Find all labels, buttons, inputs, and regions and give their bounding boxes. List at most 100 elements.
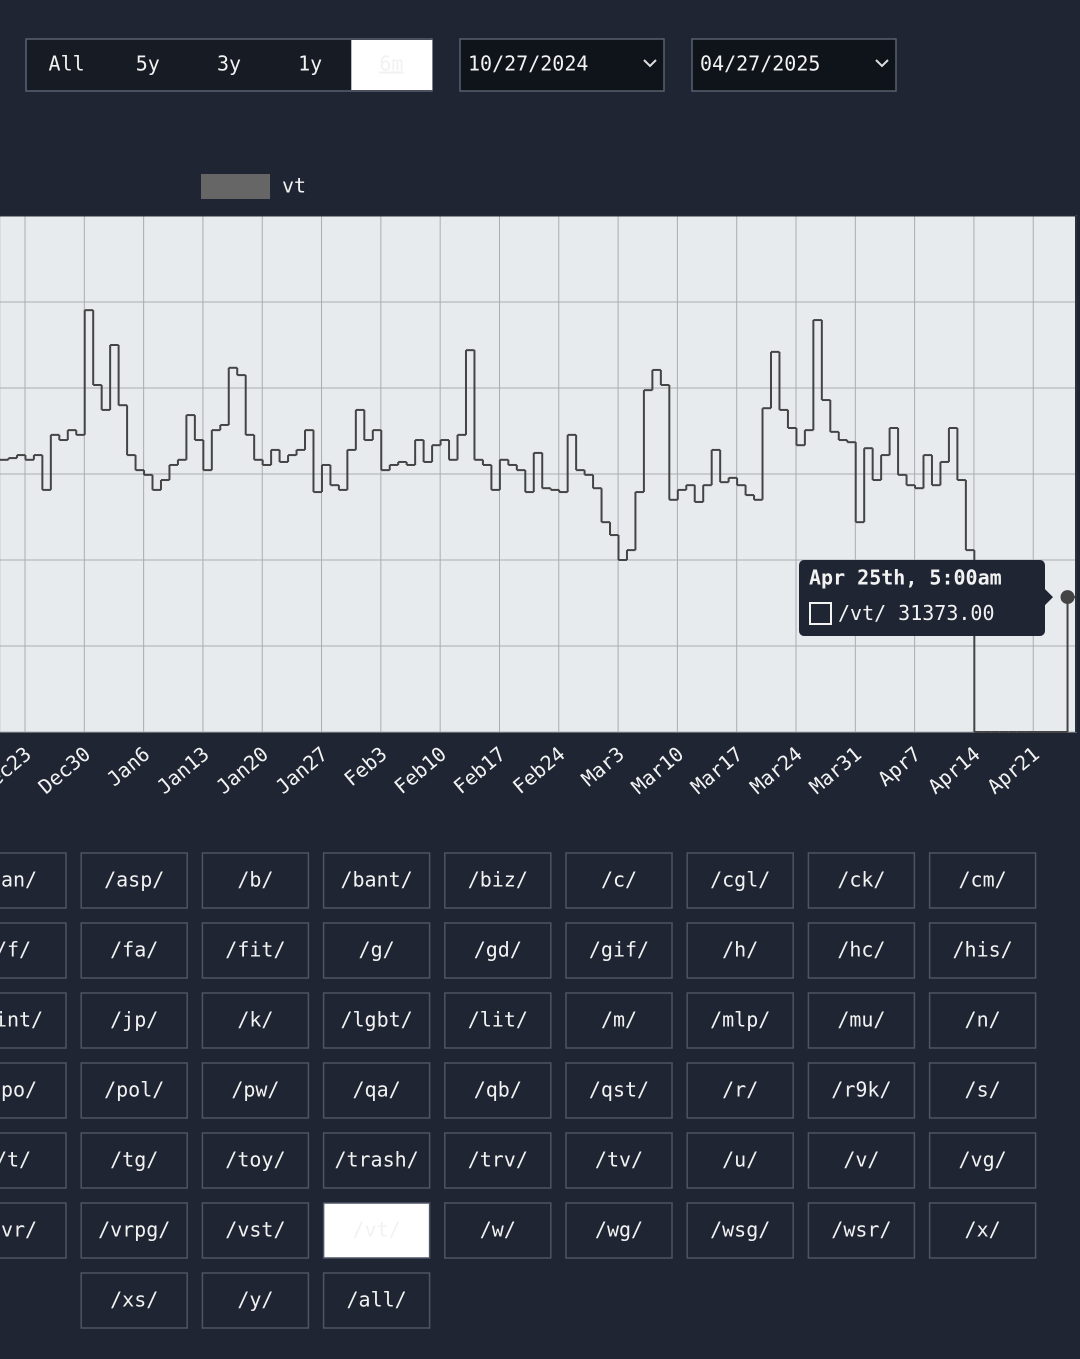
board-button[interactable] bbox=[807, 852, 916, 909]
board-label[interactable]: /wsr/ bbox=[831, 1218, 891, 1242]
board-button[interactable] bbox=[565, 922, 673, 979]
board-label[interactable]: /k/ bbox=[237, 1008, 273, 1032]
range-button[interactable]: 6m bbox=[379, 52, 403, 76]
board-label[interactable]: /hc/ bbox=[837, 938, 885, 962]
board-label[interactable]: /mu/ bbox=[837, 1008, 885, 1032]
board-label[interactable]: /int/ bbox=[0, 1008, 43, 1032]
board-label[interactable]: /s/ bbox=[965, 1078, 1001, 1102]
board-label[interactable]: /qb/ bbox=[474, 1078, 522, 1102]
board-button[interactable] bbox=[80, 992, 188, 1049]
board-button[interactable] bbox=[686, 992, 794, 1049]
board-button[interactable] bbox=[201, 1272, 310, 1329]
board-button[interactable] bbox=[686, 1202, 794, 1259]
board-label[interactable]: /jp/ bbox=[110, 1008, 158, 1032]
board-button[interactable] bbox=[322, 1132, 431, 1189]
board-label[interactable]: /vr/ bbox=[0, 1218, 37, 1242]
board-label[interactable]: /vst/ bbox=[225, 1218, 285, 1242]
board-label[interactable]: /fit/ bbox=[225, 938, 285, 962]
board-label[interactable]: /mlp/ bbox=[710, 1008, 770, 1032]
board-label[interactable]: /xs/ bbox=[110, 1288, 158, 1312]
board-button[interactable] bbox=[928, 1062, 1037, 1119]
board-label[interactable]: /pw/ bbox=[231, 1078, 279, 1102]
board-button[interactable] bbox=[686, 922, 794, 979]
board-label[interactable]: /vrpg/ bbox=[98, 1218, 170, 1242]
board-label[interactable]: /tg/ bbox=[110, 1148, 158, 1172]
board-label[interactable]: /vt/ bbox=[353, 1218, 401, 1242]
board-button[interactable] bbox=[444, 1132, 552, 1189]
board-button[interactable] bbox=[322, 1062, 431, 1119]
board-button[interactable] bbox=[807, 1202, 916, 1259]
board-label[interactable]: /qa/ bbox=[353, 1078, 401, 1102]
board-button[interactable] bbox=[322, 1202, 431, 1259]
board-label[interactable]: /m/ bbox=[601, 1008, 637, 1032]
board-label[interactable]: /qst/ bbox=[589, 1078, 649, 1102]
board-button[interactable] bbox=[807, 1132, 916, 1189]
board-label[interactable]: /y/ bbox=[237, 1288, 273, 1312]
date-select[interactable] bbox=[459, 38, 665, 92]
board-button[interactable] bbox=[0, 1202, 67, 1259]
range-button[interactable]: 5y bbox=[136, 52, 160, 76]
board-label[interactable]: /u/ bbox=[722, 1148, 758, 1172]
board-label[interactable]: /an/ bbox=[0, 868, 37, 892]
board-label[interactable]: /c/ bbox=[601, 868, 637, 892]
board-button[interactable] bbox=[928, 852, 1037, 909]
board-button[interactable] bbox=[444, 1202, 552, 1259]
board-label[interactable]: /trash/ bbox=[334, 1148, 418, 1172]
board-label[interactable]: /f/ bbox=[0, 938, 31, 962]
board-label[interactable]: /w/ bbox=[480, 1218, 516, 1242]
board-label[interactable]: /n/ bbox=[965, 1008, 1001, 1032]
board-button[interactable] bbox=[686, 852, 794, 909]
board-button[interactable] bbox=[0, 1062, 67, 1119]
board-label[interactable]: /ck/ bbox=[837, 868, 885, 892]
board-label[interactable]: /tv/ bbox=[595, 1148, 643, 1172]
board-label[interactable]: /gif/ bbox=[589, 938, 649, 962]
board-button[interactable] bbox=[807, 922, 916, 979]
board-button[interactable] bbox=[928, 922, 1037, 979]
board-label[interactable]: /wg/ bbox=[595, 1218, 643, 1242]
board-label[interactable]: /v/ bbox=[843, 1148, 879, 1172]
board-button[interactable] bbox=[80, 922, 188, 979]
board-button[interactable] bbox=[928, 992, 1037, 1049]
board-button[interactable] bbox=[201, 992, 310, 1049]
board-button[interactable] bbox=[444, 922, 552, 979]
board-label[interactable]: /cgl/ bbox=[710, 868, 770, 892]
board-button[interactable] bbox=[565, 852, 673, 909]
board-label[interactable]: /r/ bbox=[722, 1078, 758, 1102]
board-label[interactable]: /biz/ bbox=[468, 868, 528, 892]
board-label[interactable]: /r9k/ bbox=[831, 1078, 891, 1102]
range-button-active[interactable] bbox=[351, 40, 433, 90]
board-button[interactable] bbox=[807, 1062, 916, 1119]
board-button[interactable] bbox=[686, 1132, 794, 1189]
board-label[interactable]: /his/ bbox=[952, 938, 1012, 962]
board-label[interactable]: /vg/ bbox=[959, 1148, 1007, 1172]
board-label[interactable]: /lgbt/ bbox=[340, 1008, 412, 1032]
range-button[interactable]: All bbox=[49, 52, 85, 76]
board-button[interactable] bbox=[201, 922, 310, 979]
board-label[interactable]: /b/ bbox=[237, 868, 273, 892]
date-select[interactable] bbox=[691, 38, 897, 92]
board-button[interactable] bbox=[80, 1062, 188, 1119]
board-button[interactable] bbox=[444, 1062, 552, 1119]
board-label[interactable]: /bant/ bbox=[340, 868, 412, 892]
board-button[interactable] bbox=[444, 852, 552, 909]
board-button[interactable] bbox=[686, 1062, 794, 1119]
board-label[interactable]: /wsg/ bbox=[710, 1218, 770, 1242]
board-label[interactable]: /g/ bbox=[359, 938, 395, 962]
board-button[interactable] bbox=[0, 992, 67, 1049]
board-label[interactable]: /toy/ bbox=[225, 1148, 285, 1172]
board-button[interactable] bbox=[0, 1132, 67, 1189]
board-button[interactable] bbox=[201, 1132, 310, 1189]
board-button[interactable] bbox=[565, 992, 673, 1049]
board-label[interactable]: /trv/ bbox=[468, 1148, 528, 1172]
range-button[interactable]: 3y bbox=[217, 52, 241, 76]
board-button[interactable] bbox=[322, 922, 431, 979]
board-button[interactable] bbox=[322, 1272, 431, 1329]
board-button[interactable] bbox=[928, 1202, 1037, 1259]
board-button[interactable] bbox=[201, 852, 310, 909]
board-button[interactable] bbox=[80, 1272, 188, 1329]
board-button[interactable] bbox=[0, 922, 67, 979]
board-label[interactable]: /po/ bbox=[0, 1078, 37, 1102]
board-label[interactable]: /all/ bbox=[346, 1288, 406, 1312]
range-button[interactable]: 1y bbox=[298, 52, 322, 76]
board-label[interactable]: /fa/ bbox=[110, 938, 158, 962]
